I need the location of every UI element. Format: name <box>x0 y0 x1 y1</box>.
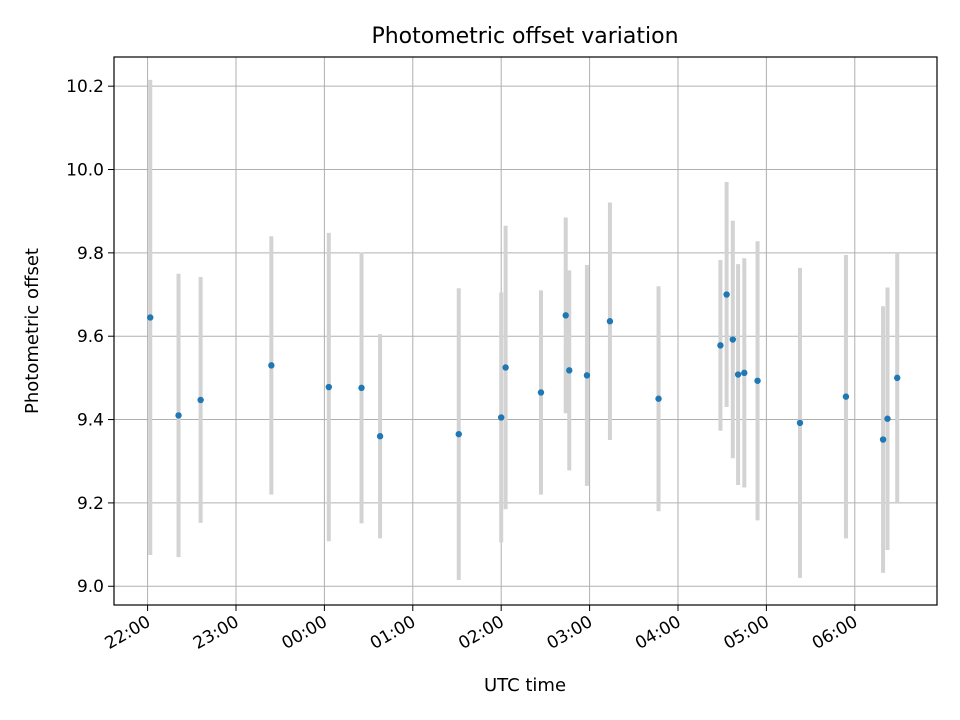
data-point <box>147 314 154 321</box>
data-point <box>606 318 614 325</box>
data-point <box>497 414 505 421</box>
data-point <box>723 291 730 298</box>
data-point <box>566 367 573 374</box>
data-point <box>754 377 761 384</box>
data-point <box>884 415 891 422</box>
data-point <box>502 364 509 371</box>
y-tick-label: 9.8 <box>77 244 104 264</box>
y-tick-label: 10.2 <box>66 77 104 97</box>
y-tick-label: 9.0 <box>77 577 104 597</box>
chart-title: Photometric offset variation <box>371 24 678 49</box>
data-point <box>358 384 365 392</box>
data-point <box>455 430 462 438</box>
data-point <box>741 369 748 377</box>
data-point <box>879 436 887 443</box>
data-point <box>562 312 569 319</box>
plot-frame <box>113 56 938 606</box>
y-tick-label: 9.2 <box>77 494 104 514</box>
data-point <box>268 362 275 369</box>
data-point <box>734 371 742 378</box>
data-point <box>376 433 384 440</box>
x-axis-title: UTC time <box>484 675 566 696</box>
data-point <box>325 383 333 391</box>
data-point <box>197 396 204 404</box>
y-tick-label: 9.4 <box>77 411 104 431</box>
data-point <box>655 395 662 402</box>
y-tick-label: 9.6 <box>77 327 104 347</box>
data-point <box>175 412 182 419</box>
point-layer <box>147 291 901 443</box>
data-point <box>842 393 850 400</box>
data-point <box>537 389 545 396</box>
data-point <box>583 372 591 379</box>
y-axis-title: Photometric offset <box>22 248 43 414</box>
data-point <box>796 419 804 427</box>
y-tick-label: 10.0 <box>66 161 104 181</box>
data-point <box>894 374 901 382</box>
data-point <box>729 336 736 343</box>
data-point <box>717 342 724 349</box>
